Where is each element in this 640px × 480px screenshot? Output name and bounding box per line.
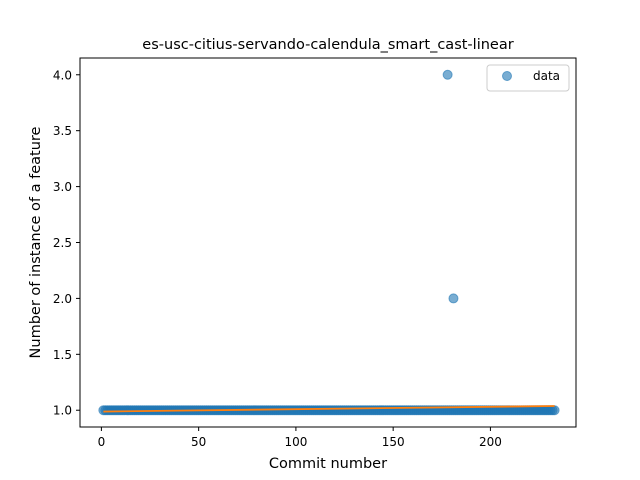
chart-title: es-usc-citius-servando-calendula_smart_c…	[142, 37, 513, 53]
data-point	[549, 405, 560, 416]
axis-ticks: 0 50 100 150 200 1.0 1.5 2.0 2.5 3.0 3.5 4.0	[53, 68, 502, 449]
data-point-outlier	[448, 293, 459, 304]
legend: data	[486, 64, 570, 92]
legend-label-data: data	[533, 69, 560, 83]
y-axis-label: Number of instance of a feature	[28, 126, 44, 358]
y-tick-label: 4.0	[53, 68, 72, 82]
plot-area	[98, 69, 560, 416]
y-tick-label: 2.5	[53, 236, 72, 250]
trend-line	[103, 405, 555, 413]
x-axis-label: Commit number	[269, 456, 387, 472]
y-tick-label: 3.5	[53, 124, 72, 138]
x-tick-label: 200	[479, 435, 502, 449]
y-tick-label: 1.5	[53, 348, 72, 362]
x-tick-label: 50	[191, 435, 206, 449]
data-point-outlier	[442, 69, 453, 80]
y-tick-label: 3.0	[53, 180, 72, 194]
legend-marker-data	[502, 71, 512, 81]
x-tick-label: 0	[98, 435, 106, 449]
x-tick-label: 100	[284, 435, 307, 449]
y-tick-label: 2.0	[53, 292, 72, 306]
y-tick-label: 1.0	[53, 404, 72, 418]
x-tick-label: 150	[382, 435, 405, 449]
